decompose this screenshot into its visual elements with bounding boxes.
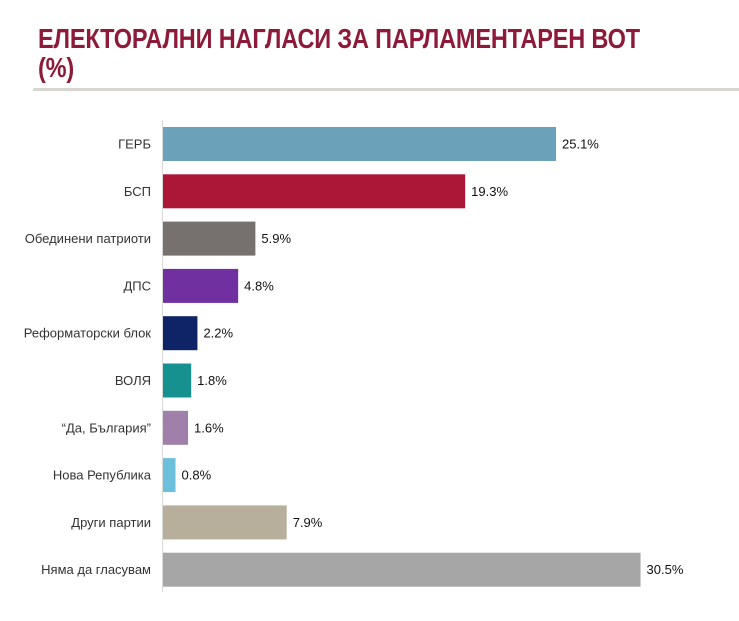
data-label: 2.2%: [203, 326, 233, 341]
data-label: 1.8%: [197, 373, 227, 388]
category-label: Обединени патриоти: [25, 231, 151, 246]
bar-6: [163, 410, 189, 445]
category-label: ДПС: [123, 278, 151, 293]
bar-9: [163, 552, 641, 587]
bar-1: [163, 174, 466, 209]
category-label: ГЕРБ: [118, 137, 151, 152]
data-label: 25.1%: [562, 137, 599, 152]
category-label: Реформаторски блок: [24, 326, 152, 341]
bar-3: [163, 268, 239, 303]
bar-7: [163, 458, 176, 493]
category-label: Други партии: [71, 515, 151, 530]
bar-2: [163, 221, 256, 256]
category-label: ВОЛЯ: [115, 373, 151, 388]
title-divider: [33, 88, 739, 91]
category-label: БСП: [124, 184, 151, 199]
bar-4: [163, 316, 198, 351]
category-label: Нова Република: [53, 468, 152, 483]
data-label: 5.9%: [261, 231, 291, 246]
data-label: 7.9%: [293, 515, 323, 530]
bar-8: [163, 505, 287, 540]
category-label: Няма да гласувам: [41, 562, 151, 577]
data-label: 4.8%: [244, 278, 274, 293]
data-label: 19.3%: [471, 184, 508, 199]
bar-5: [163, 363, 192, 398]
category-label: “Да, България”: [62, 420, 151, 435]
chart-title: ЕЛЕКТОРАЛНИ НАГЛАСИ ЗА ПАРЛАМЕНТАРЕН ВОТ…: [38, 23, 640, 83]
bar-0: [163, 127, 556, 161]
data-label: 0.8%: [182, 468, 212, 483]
data-label: 1.6%: [194, 420, 224, 435]
data-label: 30.5%: [647, 562, 684, 577]
